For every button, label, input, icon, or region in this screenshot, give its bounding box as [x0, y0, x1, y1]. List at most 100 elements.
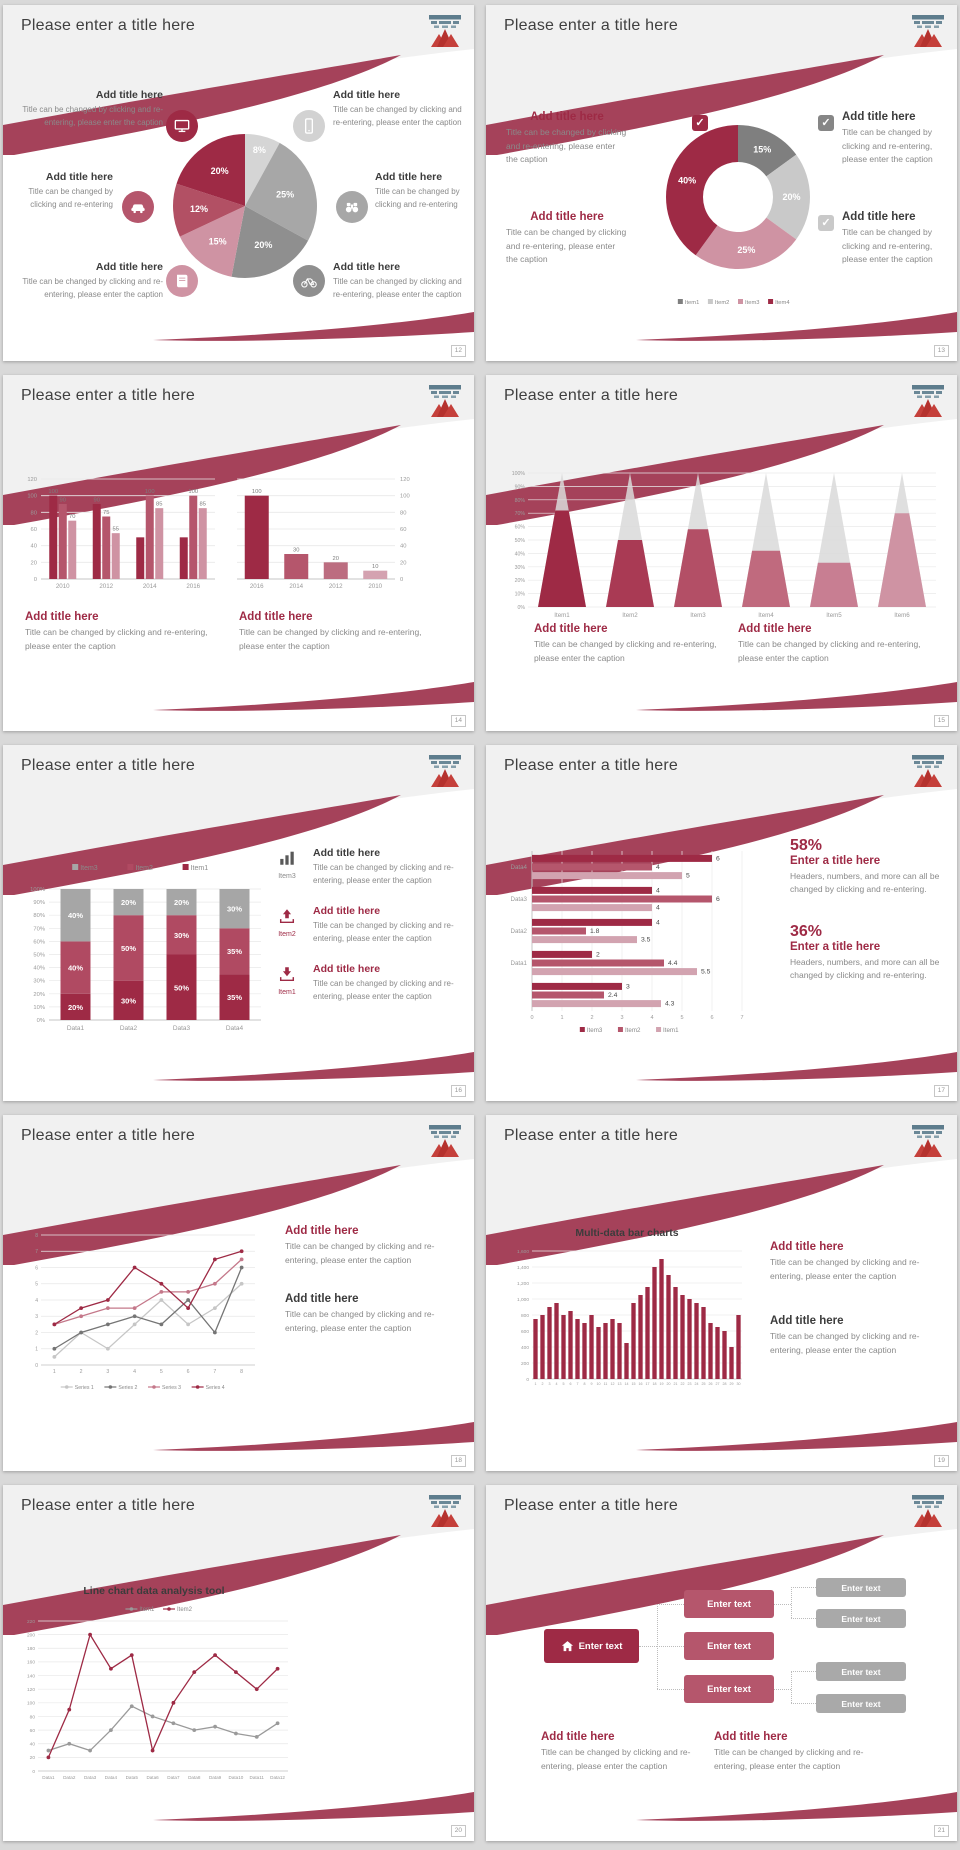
callout-title: Add title here [333, 261, 401, 273]
svg-text:12: 12 [611, 1382, 615, 1386]
svg-text:2: 2 [590, 1015, 593, 1021]
svg-text:7: 7 [577, 1382, 579, 1386]
slide-16-thumbnail[interactable]: Please enter a title here 0% 10% 20% 30% 40%… [3, 745, 474, 1101]
callout-title: Add title here [530, 111, 604, 123]
mountain-logo-icon [912, 1495, 944, 1527]
footer-swoosh [153, 1792, 474, 1821]
svg-text:60: 60 [400, 527, 406, 533]
svg-text:Item2: Item2 [715, 300, 730, 306]
horizontal-bar-chart: 0 1 2 3 4 5 6 7 Data4 6 4 5 Data3 4 6 4 Data2 4 1.8 3.5 Data… [488, 843, 788, 1048]
svg-text:200: 200 [27, 1632, 35, 1638]
svg-text:2: 2 [542, 1382, 544, 1386]
section-caption: Title can be changed by clicking and re-… [714, 1747, 864, 1771]
slide-19-thumbnail[interactable]: Please enter a title here Multi-data bar… [486, 1115, 957, 1471]
svg-text:3: 3 [626, 983, 630, 990]
svg-text:6: 6 [716, 855, 720, 862]
section-caption: Title can be changed by clicking and re-… [285, 1309, 435, 1333]
smartphone-icon [293, 110, 325, 142]
org-node: Enter text [684, 1590, 774, 1618]
svg-text:100: 100 [27, 494, 37, 500]
section-caption: Title can be changed by clicking and re-… [738, 639, 921, 663]
svg-text:180: 180 [27, 1646, 35, 1652]
slide-21-thumbnail[interactable]: Please enter a title here Enter text Ent… [486, 1485, 957, 1841]
svg-text:60: 60 [31, 527, 37, 533]
mountain-logo-icon [912, 385, 944, 417]
pie-chart: 8% 25% 20% 15% 12% 20% [170, 131, 320, 281]
svg-text:Item3: Item3 [745, 300, 760, 306]
node-label: Enter text [841, 1613, 881, 1624]
footer-swoosh [636, 682, 957, 711]
svg-text:0: 0 [32, 1769, 35, 1775]
svg-text:100: 100 [252, 489, 262, 495]
svg-text:Data3: Data3 [84, 1775, 97, 1780]
slide-17-thumbnail[interactable]: Please enter a title here 0 1 2 3 4 5 6 7 Data4 6… [486, 745, 957, 1101]
slide-title: Please enter a title here [504, 17, 678, 34]
callout-title: Add title here [333, 89, 401, 101]
svg-text:20%: 20% [68, 1003, 83, 1012]
svg-text:4: 4 [656, 905, 660, 912]
svg-text:30%: 30% [174, 931, 189, 940]
book-icon [166, 265, 198, 297]
svg-text:6: 6 [570, 1382, 572, 1386]
svg-text:80: 80 [30, 1714, 36, 1720]
svg-text:0%: 0% [518, 605, 526, 611]
node-label: Enter text [707, 1598, 751, 1610]
download-icon [279, 966, 295, 982]
slide-title: Please enter a title here [504, 387, 678, 404]
section: Add title here Title can be changed by c… [285, 1225, 460, 1267]
svg-text:Item6: Item6 [894, 612, 910, 619]
svg-text:Item2: Item2 [622, 612, 638, 619]
svg-text:20%: 20% [782, 192, 800, 202]
svg-text:100: 100 [400, 494, 410, 500]
svg-text:70%: 70% [33, 926, 45, 932]
svg-text:30%: 30% [121, 996, 136, 1005]
section: Add title here Title can be changed by c… [285, 1293, 460, 1335]
callout: Add title here Title can be changed by c… [842, 211, 954, 267]
stat-caption: Headers, numbers, and more can all be ch… [790, 870, 940, 895]
svg-text:25%: 25% [737, 245, 755, 255]
svg-text:5: 5 [160, 1369, 163, 1375]
svg-text:Item2: Item2 [625, 1027, 641, 1034]
footer-swoosh [153, 1422, 474, 1451]
svg-text:20%: 20% [515, 578, 526, 584]
svg-text:55: 55 [113, 527, 119, 533]
svg-text:Data4: Data4 [226, 1025, 244, 1032]
svg-text:Data10: Data10 [229, 1775, 244, 1780]
svg-text:35%: 35% [227, 993, 242, 1002]
callout-caption: Title can be changed by clicking and re-… [22, 277, 163, 299]
section-caption: Title can be changed by clicking and re-… [313, 921, 454, 943]
svg-text:Data7: Data7 [167, 1775, 180, 1780]
svg-text:10%: 10% [515, 592, 526, 598]
svg-text:6: 6 [710, 1015, 713, 1021]
svg-text:20: 20 [400, 560, 406, 566]
slide-20-thumbnail[interactable]: Please enter a title here Line chart dat… [3, 1485, 474, 1841]
svg-text:0: 0 [526, 1377, 529, 1383]
footer-swoosh [153, 1052, 474, 1081]
footer-swoosh [153, 312, 474, 341]
svg-text:100%: 100% [30, 887, 45, 893]
svg-text:30%: 30% [515, 565, 526, 571]
chart-title: Line chart data analysis tool [83, 1585, 225, 1597]
svg-text:50%: 50% [33, 953, 45, 959]
footer-swoosh [636, 1052, 957, 1081]
section: Add title here Title can be changed by c… [714, 1731, 886, 1773]
slide-12-thumbnail[interactable]: Please enter a title here 8% 25% 20% 15% 12%… [3, 5, 474, 361]
svg-text:90: 90 [94, 498, 100, 504]
slide-15-thumbnail[interactable]: Please enter a title here 0% 10% 20% 30% 40%… [486, 375, 957, 731]
slide-14-thumbnail[interactable]: Please enter a title here 0 20 40 60 80 100 12… [3, 375, 474, 731]
slide-title: Please enter a title here [21, 387, 195, 404]
svg-text:Data11: Data11 [250, 1775, 265, 1780]
svg-text:24: 24 [695, 1382, 699, 1386]
callout-caption: Title can be changed by clicking and re-… [333, 105, 462, 127]
callout-caption: Title can be changed by clicking and re-… [842, 127, 933, 165]
node-label: Enter text [841, 1698, 881, 1709]
svg-text:15: 15 [632, 1382, 636, 1386]
slide-18-thumbnail[interactable]: Please enter a title here 0 1 2 3 4 5 6 7 8 1 2 3 4 5… [3, 1115, 474, 1471]
section-title: Add title here [239, 611, 313, 623]
section: Add title here Title can be changed by c… [313, 963, 468, 1004]
callout: Add title here Title can be changed by c… [11, 261, 163, 302]
page-number: 13 [933, 345, 949, 357]
slide-13-thumbnail[interactable]: Please enter a title here Add title here… [486, 5, 957, 361]
svg-text:3: 3 [106, 1369, 109, 1375]
svg-text:1,400: 1,400 [517, 1265, 529, 1271]
